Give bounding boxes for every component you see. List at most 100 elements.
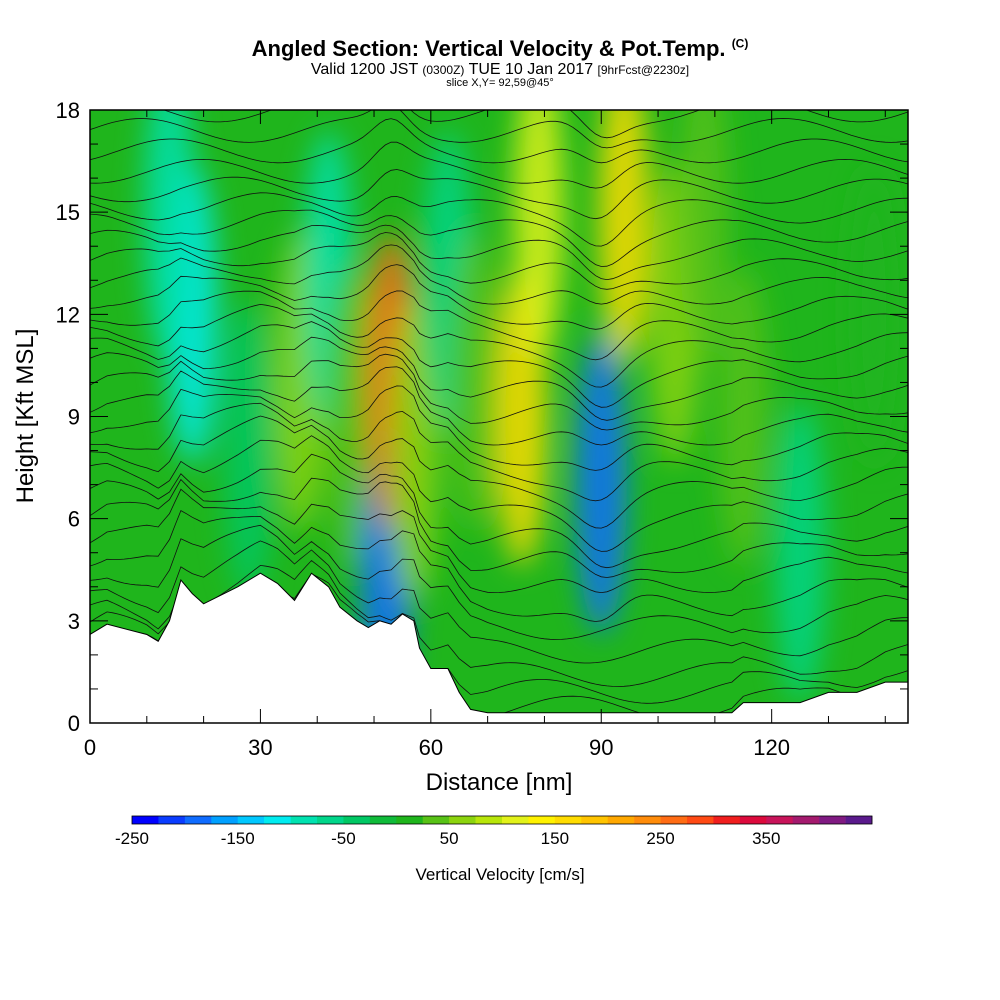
colorbar-tick-labels: -250 -150 -50 50 150 250 350 xyxy=(115,829,780,848)
valid-utc: (0300Z) xyxy=(422,63,465,77)
theta-contour-14 xyxy=(90,353,908,431)
colorbar-tick-label: -50 xyxy=(331,829,356,848)
theta-contour-12 xyxy=(90,385,908,471)
theta-contour-10 xyxy=(90,415,908,529)
theta-contour-9 xyxy=(90,435,908,552)
theta-contour-6 xyxy=(90,488,908,594)
valid-time: Valid 1200 JST (0300Z) TUE 10 Jan 2017 [… xyxy=(0,61,1000,79)
theta-contour-18 xyxy=(90,290,908,361)
x-tick-label: 120 xyxy=(753,735,790,760)
velocity-plume-10 xyxy=(450,232,502,533)
forecast-info: [9hrFcst@2230z] xyxy=(597,63,690,77)
theta-contour-2 xyxy=(90,559,908,687)
x-tick-label: 30 xyxy=(248,735,272,760)
velocity-plume-14 xyxy=(598,110,650,363)
colorbar-swatch xyxy=(343,816,371,824)
colorbar-swatch xyxy=(581,816,609,824)
velocity-plume-17 xyxy=(717,266,769,567)
colorbar xyxy=(131,815,873,825)
y-tick-label: 3 xyxy=(68,609,80,634)
colorbar-tick-label: 350 xyxy=(752,829,780,848)
velocity-plume-2 xyxy=(223,300,275,601)
x-tick-label: 90 xyxy=(589,735,613,760)
valid-prefix: Valid 1200 JST xyxy=(310,61,418,78)
colorbar-swatch xyxy=(660,816,688,824)
colorbar-swatch xyxy=(158,816,186,824)
colorbar-swatch xyxy=(369,816,397,824)
colorbar-swatch xyxy=(396,816,424,824)
colorbar-swatch xyxy=(528,816,556,824)
terrain-mask xyxy=(90,572,908,723)
colorbar-swatch xyxy=(317,816,344,824)
velocity-plume-8 xyxy=(388,300,440,601)
theta-contour-16 xyxy=(90,321,908,408)
theta-contour-20 xyxy=(90,244,908,305)
y-tick-labels: 0 3 6 9 12 15 18 xyxy=(56,98,80,736)
colorbar-swatch xyxy=(475,816,503,824)
y-axis-title: Height [Kft MSL] xyxy=(12,329,39,504)
colorbar-tick-label: -250 xyxy=(115,829,149,848)
colorbar-swatch xyxy=(845,816,873,824)
y-tick-label: 12 xyxy=(56,302,80,327)
valid-date: TUE 10 Jan 2017 xyxy=(468,61,594,78)
colorbar-tick-label: 250 xyxy=(646,829,674,848)
plot-area xyxy=(90,110,908,723)
colorbar-swatch xyxy=(184,816,212,824)
velocity-plume-12 xyxy=(513,110,565,363)
colorbar-swatch xyxy=(607,816,635,824)
colorbar-swatch xyxy=(264,816,291,824)
slice-info: slice X,Y= 92,59@45° xyxy=(446,77,554,89)
theta-contour-8 xyxy=(90,453,908,569)
title-unit: (C) xyxy=(731,36,749,51)
y-tick-label: 6 xyxy=(68,507,80,532)
colorbar-tick-label: 50 xyxy=(440,829,459,848)
colorbar-swatch xyxy=(739,816,767,824)
velocity-plume-13 xyxy=(575,334,627,635)
velocity-plume-18 xyxy=(774,402,826,703)
x-axis-title: Distance [nm] xyxy=(426,769,573,796)
theta-contour-3 xyxy=(90,540,908,664)
velocity-plume-1 xyxy=(143,110,196,363)
colorbar-tick-label: 150 xyxy=(541,829,569,848)
colorbar-swatch xyxy=(687,816,714,824)
title-text: Angled Section: Vertical Velocity & Pot.… xyxy=(251,36,726,61)
x-tick-labels: 0 30 60 90 120 xyxy=(84,735,790,760)
theta-contour-26 xyxy=(90,141,908,189)
colorbar-swatch xyxy=(554,816,582,824)
theta-contour-11 xyxy=(90,402,908,502)
colorbar-swatch xyxy=(237,816,265,824)
theta-contour-29 xyxy=(162,110,908,139)
colorbar-swatch xyxy=(132,816,159,824)
colorbar-swatch xyxy=(502,816,529,824)
colorbar-frame xyxy=(131,815,873,825)
x-tick-label: 0 xyxy=(84,735,96,760)
velocity-plume-5 xyxy=(325,266,377,567)
axis-ticks xyxy=(89,109,908,724)
theta-contour-17 xyxy=(90,303,908,388)
y-tick-label: 0 xyxy=(68,711,80,736)
y-tick-label: 9 xyxy=(68,405,80,430)
theta-contour-4 xyxy=(90,524,908,640)
theta-contour-24 xyxy=(90,192,908,247)
y-tick-label: 18 xyxy=(56,98,80,123)
colorbar-swatch xyxy=(792,816,820,824)
colorbar-swatch xyxy=(634,816,661,824)
theta-contour-22 xyxy=(90,224,908,281)
theta-contour-19 xyxy=(90,264,908,330)
colorbar-swatch xyxy=(211,816,239,824)
theta-contour-25 xyxy=(90,169,908,220)
theta-contour-13 xyxy=(90,366,908,446)
x-tick-label: 60 xyxy=(419,735,443,760)
colorbar-swatch xyxy=(449,816,476,824)
colorbar-title: Vertical Velocity [cm/s] xyxy=(415,865,584,884)
theta-contour-7 xyxy=(90,477,908,578)
theta-contour-15 xyxy=(90,336,908,421)
colorbar-swatch xyxy=(766,816,794,824)
colorbar-swatch xyxy=(422,816,450,824)
colorbar-swatch xyxy=(713,816,741,824)
colorbar-tick-label: -150 xyxy=(221,829,255,848)
velocity-field xyxy=(143,110,900,723)
theta-contour-21 xyxy=(90,232,908,290)
theta-contour-5 xyxy=(90,510,908,622)
